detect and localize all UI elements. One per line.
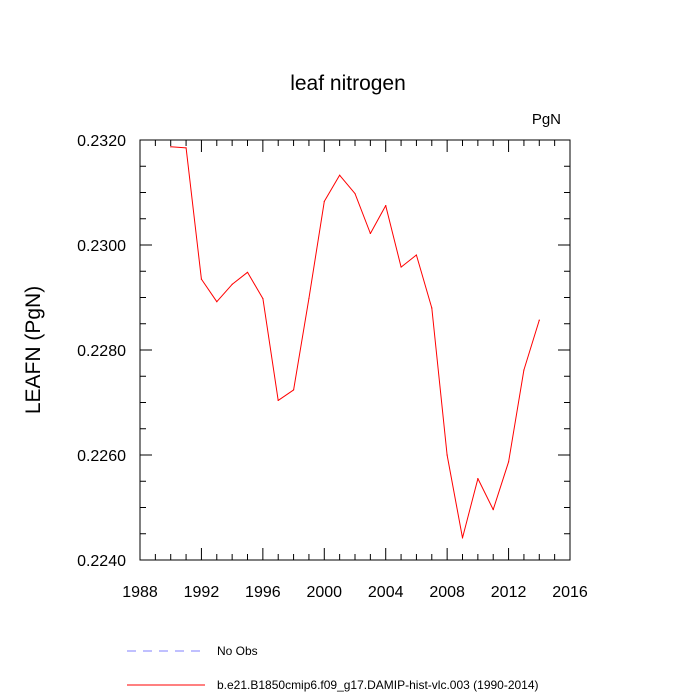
y-tick-label: 0.2300 xyxy=(77,238,126,255)
units-label: PgN xyxy=(532,111,561,128)
x-tick-label: 1996 xyxy=(245,584,281,601)
x-tick-label: 1988 xyxy=(122,584,158,601)
data-point xyxy=(231,283,233,285)
data-point xyxy=(216,301,218,303)
x-tick-label: 2016 xyxy=(552,584,588,601)
y-tick-label: 0.2280 xyxy=(77,343,126,360)
x-tick-label: 2008 xyxy=(429,584,465,601)
data-point xyxy=(292,389,295,391)
data-point xyxy=(354,192,356,195)
data-point xyxy=(369,232,371,235)
plot-lines xyxy=(170,146,540,539)
y-axis-label: LEAFN (PgN) xyxy=(22,286,45,414)
data-point xyxy=(461,537,464,539)
data-point xyxy=(323,200,325,203)
y-tick-label: 0.2320 xyxy=(77,133,126,150)
data-point xyxy=(246,271,249,273)
x-tick-labels: 1988 1992 1996 2000 2004 2008 2012 2016 xyxy=(122,584,588,601)
legend-label-series: b.e21.B1850cmip6.f09_g17.DAMIP-hist-vlc.… xyxy=(217,678,539,692)
data-point xyxy=(385,205,387,207)
data-point xyxy=(308,297,310,300)
y-tick-label: 0.2260 xyxy=(77,448,126,465)
y-tick-label: 0.2240 xyxy=(77,553,126,570)
chart-title: leaf nitrogen xyxy=(290,72,406,95)
data-point xyxy=(400,266,402,268)
data-point xyxy=(339,174,341,176)
data-point xyxy=(523,369,525,371)
plot-frame xyxy=(139,139,571,561)
data-point xyxy=(492,509,494,511)
y-tick-labels: 0.2240 0.2260 0.2280 0.2300 0.2320 xyxy=(77,133,126,570)
data-point xyxy=(446,454,448,456)
data-point xyxy=(200,278,203,280)
data-point xyxy=(415,254,418,256)
axis-ticks xyxy=(139,139,571,561)
x-tick-label: 2012 xyxy=(491,584,527,601)
data-point xyxy=(477,478,479,480)
x-tick-label: 1992 xyxy=(184,584,220,601)
data-point xyxy=(170,146,172,148)
legend: No Obs b.e21.B1850cmip6.f09_g17.DAMIP-hi… xyxy=(127,644,539,692)
data-point xyxy=(507,461,510,463)
series-line xyxy=(170,146,540,539)
data-point xyxy=(262,297,264,300)
data-point xyxy=(185,147,187,149)
x-tick-label: 2004 xyxy=(368,584,404,601)
data-point xyxy=(431,307,433,309)
data-point xyxy=(277,399,279,401)
legend-label-no-obs: No Obs xyxy=(217,644,258,658)
x-tick-label: 2000 xyxy=(306,584,342,601)
data-point xyxy=(538,319,540,321)
